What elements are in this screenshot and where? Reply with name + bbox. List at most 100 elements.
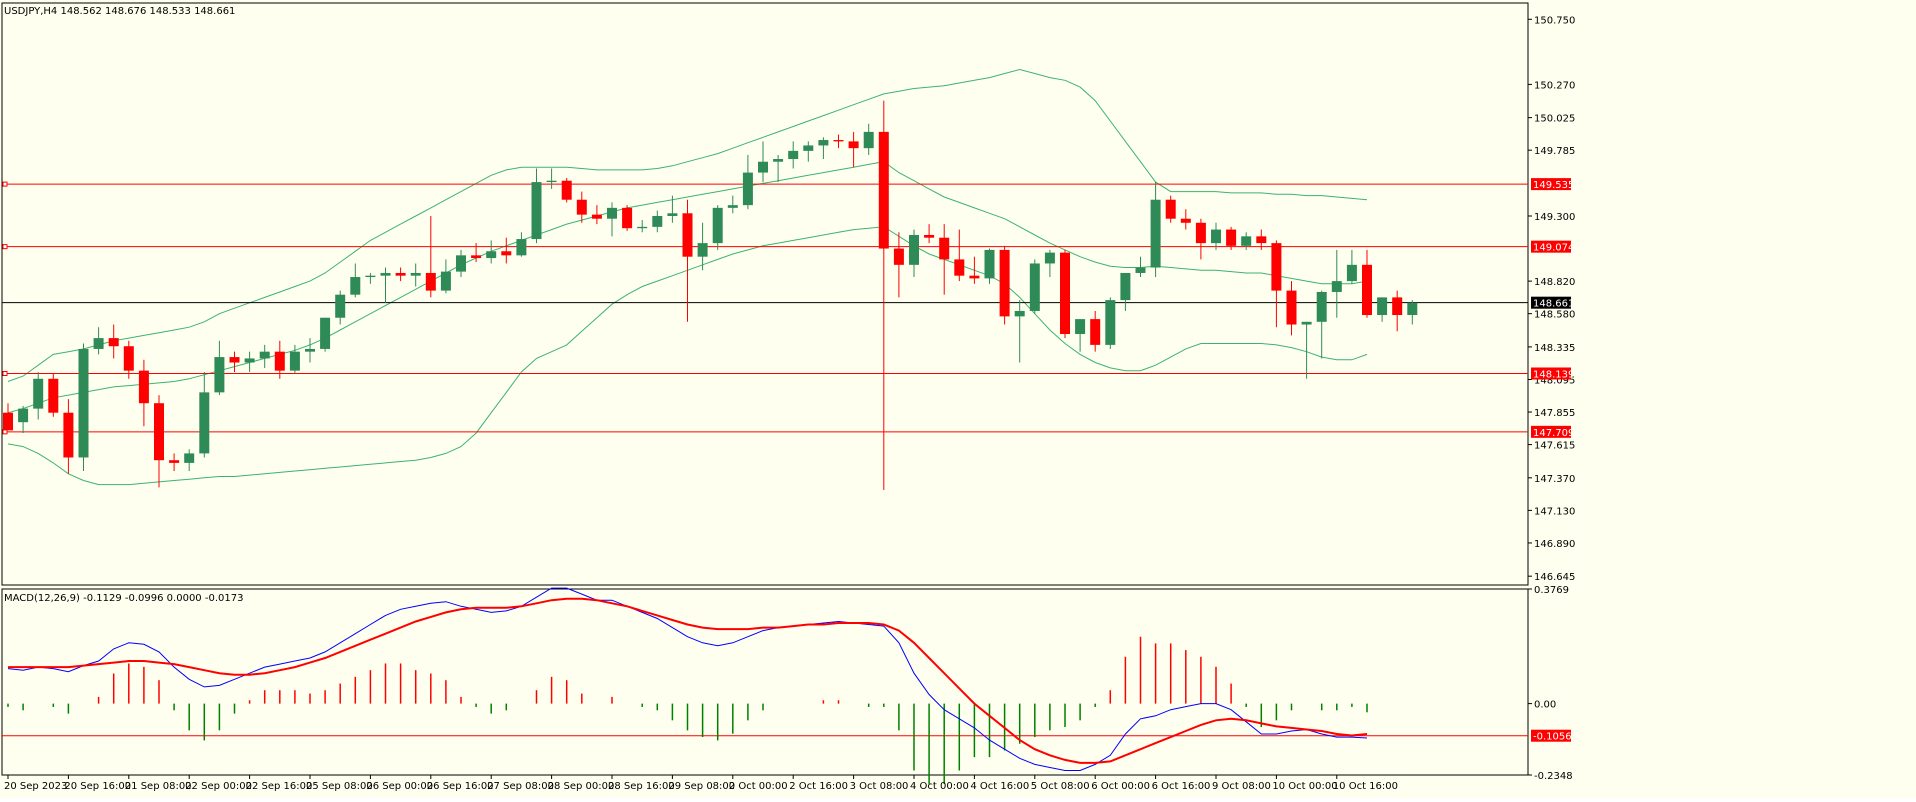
candle-body xyxy=(365,275,376,278)
candle-body xyxy=(169,460,180,463)
candle-body xyxy=(1271,243,1282,291)
candle-body xyxy=(924,234,935,238)
chart-frames xyxy=(1,2,1529,776)
candle xyxy=(833,134,844,149)
candle-body xyxy=(425,272,436,291)
candle xyxy=(33,372,44,420)
candle xyxy=(788,141,799,169)
time-tick-label: 22 Sep 16:00 xyxy=(246,781,313,792)
candle xyxy=(1060,249,1070,339)
candle-body xyxy=(410,272,421,276)
candle xyxy=(758,141,768,183)
candle xyxy=(727,195,738,214)
candle xyxy=(63,399,74,474)
candle-body xyxy=(773,159,784,162)
candle xyxy=(1256,229,1267,250)
candle xyxy=(154,395,164,488)
candle xyxy=(848,131,859,168)
candle xyxy=(1075,319,1086,352)
time-tick-label: 22 Sep 00:00 xyxy=(185,781,252,792)
candle-body xyxy=(803,145,814,151)
candle xyxy=(909,229,919,278)
candle xyxy=(1331,249,1342,318)
candle-body xyxy=(576,199,587,215)
price-tick-label: 147.370 xyxy=(1534,474,1575,485)
candle-body xyxy=(1362,264,1372,316)
time-tick-label: 20 Sep 2023 xyxy=(4,781,67,792)
candle-body xyxy=(48,378,59,413)
macd-panel[interactable] xyxy=(2,587,1528,784)
candle-body xyxy=(667,213,678,216)
candle-body xyxy=(954,259,965,276)
price-tick-label: 149.300 xyxy=(1534,212,1575,223)
bollinger-upper xyxy=(7,68,1368,382)
candle xyxy=(335,290,346,325)
candle-body xyxy=(1014,310,1025,317)
candle-body xyxy=(561,180,572,200)
candle-body xyxy=(440,271,451,291)
candle xyxy=(742,154,753,210)
candle xyxy=(1180,209,1191,230)
candle xyxy=(93,327,104,355)
current-price-label: 148.661 xyxy=(1533,299,1574,310)
time-tick-label: 3 Oct 08:00 xyxy=(850,781,909,792)
candle xyxy=(410,263,421,287)
candle-body xyxy=(138,370,149,404)
candle xyxy=(199,372,210,458)
price-panel[interactable] xyxy=(2,68,1528,491)
current-price-tag xyxy=(1531,296,1571,309)
candle-body xyxy=(1256,236,1267,244)
candle-body xyxy=(456,255,466,272)
candle xyxy=(773,154,784,183)
candle xyxy=(1165,195,1176,223)
candle-body xyxy=(984,249,995,279)
candle-body xyxy=(1120,272,1131,301)
price-frame xyxy=(1,2,1529,586)
candle xyxy=(1195,218,1206,260)
candle xyxy=(440,259,451,294)
time-tick-label: 21 Sep 08:00 xyxy=(125,781,192,792)
candle-body xyxy=(1241,236,1252,246)
time-tick-label: 2 Oct 16:00 xyxy=(789,781,848,792)
candle-body xyxy=(380,272,391,276)
symbol-title: USDJPY,H4 148.562 148.676 148.533 148.66… xyxy=(4,6,235,17)
candle xyxy=(1377,297,1388,322)
candle xyxy=(395,267,406,282)
candle-body xyxy=(471,255,482,259)
candle xyxy=(486,240,497,264)
candle-body xyxy=(108,338,119,347)
level-handle xyxy=(2,429,8,435)
candle xyxy=(305,338,315,363)
candle xyxy=(1226,226,1237,250)
candle xyxy=(1105,297,1116,349)
candle xyxy=(214,340,225,396)
candle-body xyxy=(878,131,889,249)
candle-body xyxy=(244,358,255,363)
time-tick-label: 28 Sep 00:00 xyxy=(548,781,615,792)
candle-body xyxy=(1211,229,1221,244)
candle-body xyxy=(63,412,74,458)
level-price-label: 147.709 xyxy=(1533,428,1574,439)
candle xyxy=(969,256,980,284)
candle-body xyxy=(93,338,104,349)
price-tick-label: 149.785 xyxy=(1534,146,1575,157)
candle xyxy=(78,343,89,472)
macd-level-label: -0.1056 xyxy=(1533,732,1572,743)
candle xyxy=(652,210,663,233)
candle xyxy=(637,220,648,233)
candle xyxy=(1211,222,1221,250)
candle xyxy=(320,317,331,352)
candle-body xyxy=(1075,319,1086,335)
candle xyxy=(1346,249,1357,284)
signal-line xyxy=(8,597,1368,764)
candle-body xyxy=(697,243,708,257)
candle xyxy=(607,202,617,237)
candle-body xyxy=(1392,297,1403,316)
candle xyxy=(893,232,904,298)
candle xyxy=(667,195,678,223)
candle-body xyxy=(1226,229,1237,246)
candle xyxy=(561,178,572,203)
